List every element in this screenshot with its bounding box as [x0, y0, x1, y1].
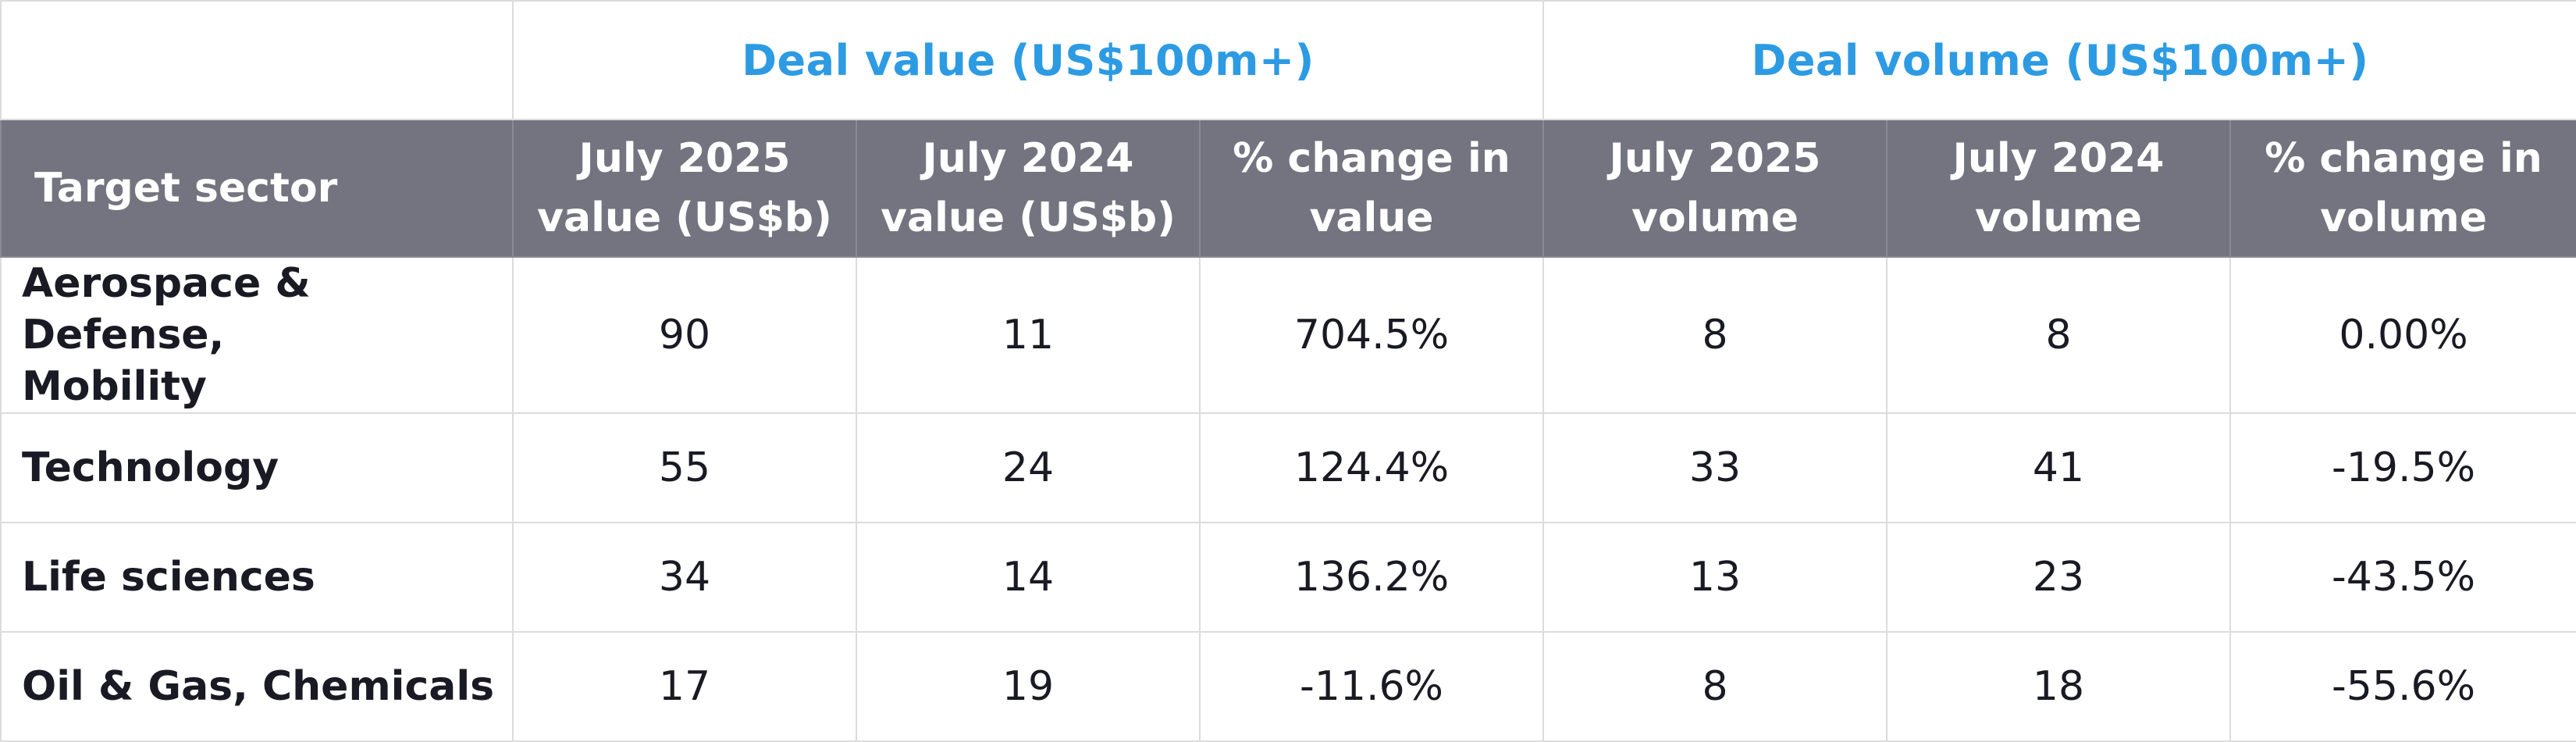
volume-change-cell: 0.00% — [2229, 256, 2576, 414]
value-2025-cell: 55 — [512, 412, 857, 523]
table-row: Oil & Gas, Chemicals 17 19 -11.6% 8 18 -… — [0, 631, 2576, 742]
header-line: July 2024 — [922, 135, 1134, 182]
volume-2024-cell: 41 — [1886, 412, 2232, 523]
volume-2024-header: July 2024 volume — [1886, 119, 2232, 258]
volume-2025-cell: 13 — [1542, 522, 1888, 633]
sector-line: Aerospace & Defense, — [22, 260, 311, 359]
header-line: July 2025 — [578, 135, 791, 182]
value-change-cell: -11.6% — [1198, 631, 1545, 742]
table-row: Life sciences 34 14 136.2% 13 23 -43.5% — [0, 522, 2576, 633]
value-change-header: % change in value — [1198, 119, 1545, 258]
column-header-row: Target sector July 2025 value (US$b) July… — [0, 119, 2576, 258]
volume-2024-cell: 23 — [1886, 522, 2232, 633]
sector-cell: Oil & Gas, Chemicals — [0, 631, 514, 742]
deal-volume-group-header: Deal volume (US$100m+) — [1542, 0, 2576, 120]
table-row: Aerospace & Defense, Mobility 90 11 704.5… — [0, 256, 2576, 414]
value-2025-cell: 17 — [512, 631, 857, 742]
volume-2024-cell: 18 — [1886, 631, 2232, 742]
value-2024-header: July 2024 value (US$b) — [856, 119, 1201, 258]
sector-cell: Technology — [0, 412, 514, 523]
volume-2025-cell: 33 — [1542, 412, 1888, 523]
volume-change-cell: -43.5% — [2229, 522, 2576, 633]
value-2025-cell: 34 — [512, 522, 857, 633]
header-line: value (US$b) — [881, 194, 1176, 241]
volume-2025-cell: 8 — [1542, 631, 1888, 742]
header-line: volume — [1975, 194, 2142, 241]
header-line: volume — [2320, 194, 2487, 241]
value-2024-cell: 11 — [856, 256, 1201, 414]
volume-change-cell: -19.5% — [2229, 412, 2576, 523]
volume-2024-cell: 8 — [1886, 256, 2232, 414]
value-2024-cell: 24 — [856, 412, 1201, 523]
corner-cell — [0, 0, 514, 120]
value-2024-cell: 19 — [856, 631, 1201, 742]
volume-change-header: % change in volume — [2229, 119, 2576, 258]
volume-2025-header: July 2025 volume — [1542, 119, 1888, 258]
deal-value-group-header: Deal value (US$100m+) — [511, 0, 1545, 120]
header-line: July 2024 — [1952, 135, 2165, 182]
value-2025-cell: 90 — [512, 256, 857, 414]
value-change-cell: 136.2% — [1198, 522, 1545, 633]
sector-cell: Life sciences — [0, 522, 514, 633]
value-change-cell: 704.5% — [1198, 256, 1545, 414]
value-2025-header: July 2025 value (US$b) — [512, 119, 857, 258]
volume-change-cell: -55.6% — [2229, 631, 2576, 742]
sector-cell: Aerospace & Defense, Mobility — [0, 256, 514, 414]
group-header-row: Deal value (US$100m+) Deal volume (US$10… — [0, 0, 2576, 120]
value-change-cell: 124.4% — [1198, 412, 1545, 523]
value-2024-cell: 14 — [856, 522, 1201, 633]
header-line: value (US$b) — [537, 194, 832, 241]
header-line: % change in — [2265, 135, 2542, 182]
volume-2025-cell: 8 — [1542, 256, 1888, 414]
header-line: value — [1309, 194, 1434, 241]
table-row: Technology 55 24 124.4% 33 41 -19.5% — [0, 412, 2576, 523]
header-line: % change in — [1233, 135, 1510, 182]
header-line: volume — [1631, 194, 1799, 241]
sector-line: Mobility — [22, 363, 207, 410]
header-line: July 2025 — [1609, 135, 1821, 182]
target-sector-header: Target sector — [0, 119, 514, 258]
